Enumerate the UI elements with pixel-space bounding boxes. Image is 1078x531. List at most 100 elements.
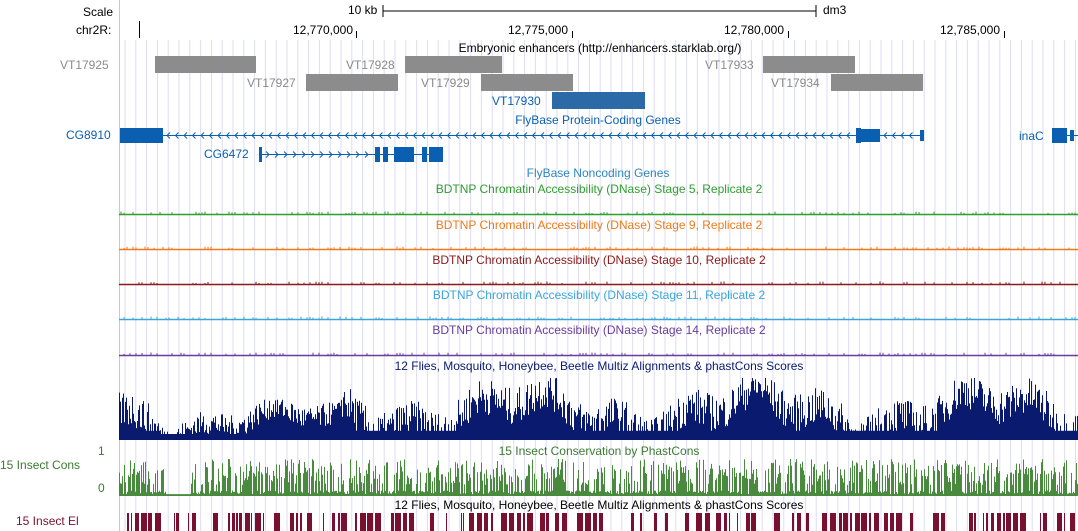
conserved-element — [640, 513, 642, 531]
track-title-elements[interactable]: 12 Flies, Mosquito, Honeybee, Beetle Mul… — [394, 498, 804, 512]
conserved-element — [174, 513, 175, 531]
enhancer-block — [552, 92, 645, 109]
gene-label[interactable]: CG6472 — [204, 147, 249, 161]
conserved-element — [654, 513, 657, 531]
enhancer-label[interactable]: VT17929 — [421, 76, 470, 90]
conserved-element — [861, 513, 867, 531]
enhancer-block — [831, 74, 923, 91]
elements-side-label[interactable]: 15 Insect El — [16, 514, 79, 528]
chrom-label: chr2R: — [76, 23, 112, 37]
track-title-enhancers[interactable]: Embryonic enhancers (http://enhancers.st… — [458, 41, 742, 55]
strand-arrows — [265, 151, 369, 158]
track-title-dnase-stage9[interactable]: BDTNP Chromatin Accessibility (DNase) St… — [435, 218, 763, 232]
phastcons-ymax: 1 — [98, 444, 105, 458]
conserved-element — [540, 513, 545, 531]
conserved-element — [148, 513, 152, 531]
track-title-dnase-stage11[interactable]: BDTNP Chromatin Accessibility (DNase) St… — [432, 288, 766, 302]
conserved-element — [477, 513, 482, 531]
conserved-element — [263, 513, 264, 531]
conserved-element — [1043, 513, 1047, 531]
enhancer-label[interactable]: VT17928 — [346, 58, 395, 72]
conserved-element — [830, 513, 836, 531]
track-title-phastcons[interactable]: 15 Insect Conservation by PhastCons — [498, 444, 700, 458]
enhancer-block — [481, 74, 573, 91]
conserved-element — [1020, 513, 1026, 531]
track-title-dnase-stage5[interactable]: BDTNP Chromatin Accessibility (DNase) St… — [435, 182, 763, 196]
conserved-element — [341, 513, 347, 531]
track-title-multiz[interactable]: 12 Flies, Mosquito, Honeybee, Beetle Mul… — [394, 359, 804, 373]
ruler-tick-label: 12,785,000 — [939, 23, 1001, 37]
track-title-coding-genes[interactable]: FlyBase Protein-Coding Genes — [515, 113, 681, 127]
strand-arrows — [166, 132, 851, 139]
conserved-element — [1064, 513, 1065, 531]
enhancer-block — [763, 56, 855, 73]
conserved-element — [274, 513, 280, 531]
conserved-element — [527, 513, 533, 531]
exon — [259, 147, 262, 162]
conserved-element — [585, 513, 591, 531]
enhancer-label[interactable]: VT17934 — [771, 76, 820, 90]
gene-label[interactable]: inaC — [1019, 129, 1044, 143]
conserved-element — [729, 513, 730, 531]
multiz-signal — [119, 378, 1078, 440]
conserved-element — [463, 513, 464, 531]
conserved-element — [797, 513, 801, 531]
conserved-element — [751, 513, 756, 531]
conserved-element — [562, 513, 567, 531]
strand-arrows — [883, 132, 913, 139]
conserved-element — [855, 513, 860, 531]
conserved-element — [127, 513, 129, 531]
enhancer-label[interactable]: VT17927 — [247, 76, 296, 90]
conserved-element — [188, 513, 189, 531]
ruler-tick-label: 12,775,000 — [507, 23, 569, 37]
conserved-element — [884, 513, 888, 531]
conserved-element — [696, 513, 702, 531]
conserved-element — [213, 513, 218, 531]
conserved-element — [290, 513, 294, 531]
conserved-element — [792, 513, 794, 531]
exon — [1070, 130, 1074, 141]
conserved-element — [986, 513, 988, 531]
phastcons-ymin: 0 — [98, 481, 105, 495]
conserved-element — [983, 513, 984, 531]
conserved-element — [403, 513, 407, 531]
conserved-element — [135, 513, 139, 531]
conserved-element — [685, 513, 689, 531]
conserved-element — [665, 513, 668, 531]
conserved-element — [176, 513, 179, 531]
conserved-element — [724, 513, 727, 531]
phastcons-side-label[interactable]: 15 Insect Cons — [0, 458, 81, 472]
conserved-element — [806, 513, 809, 531]
conserved-element — [491, 513, 493, 531]
conserved-element — [296, 513, 298, 531]
conserved-element — [874, 513, 879, 531]
enhancer-label[interactable]: VT17933 — [705, 58, 754, 72]
enhancer-label[interactable]: VT17930 — [492, 94, 541, 108]
conserved-element — [896, 513, 902, 531]
conserved-element — [509, 513, 514, 531]
conserved-element — [307, 513, 312, 531]
exon — [375, 147, 380, 162]
dnase-signal — [123, 246, 1070, 249]
conserved-element — [332, 513, 335, 531]
enhancer-block — [306, 74, 398, 91]
enhancer-block — [155, 56, 256, 73]
conserved-element — [839, 513, 842, 531]
track-title-dnase-stage10[interactable]: BDTNP Chromatin Accessibility (DNase) St… — [432, 253, 766, 267]
conserved-element — [236, 513, 238, 531]
track-title-noncoding-genes[interactable]: FlyBase Noncoding Genes — [526, 166, 670, 180]
track-title-dnase-stage14[interactable]: BDTNP Chromatin Accessibility (DNase) St… — [432, 323, 766, 337]
enhancer-label[interactable]: VT17925 — [60, 58, 109, 72]
conserved-element — [843, 513, 848, 531]
conserved-element — [395, 513, 401, 531]
conserved-element — [1057, 513, 1062, 531]
dnase-signal — [120, 211, 1076, 214]
conserved-element — [546, 513, 549, 531]
conserved-element — [933, 513, 939, 531]
conserved-element — [941, 513, 945, 531]
exon — [856, 128, 861, 143]
conserved-element — [1006, 513, 1011, 531]
conserved-element — [300, 513, 302, 531]
gene-label[interactable]: CG8910 — [66, 128, 111, 142]
